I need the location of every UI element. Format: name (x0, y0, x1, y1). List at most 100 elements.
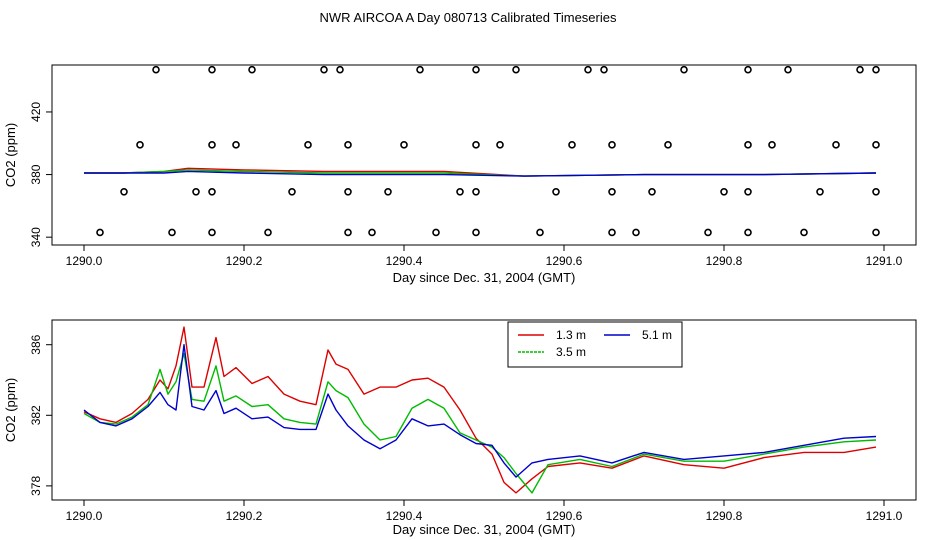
top-calibration-point (472, 65, 480, 74)
top-calibration-point (608, 141, 616, 149)
top-calibration-point (264, 228, 272, 237)
top-calibration-point (744, 141, 752, 149)
top-series-5-1-m-line (84, 170, 877, 177)
bottom-x-tick-label: 1291.0 (866, 509, 903, 523)
top-calibration-point (304, 141, 312, 149)
top-calibration-point (472, 228, 480, 237)
top-x-tick-label: 1290.4 (386, 254, 423, 268)
bottom-x-tick-label: 1290.4 (386, 509, 423, 523)
top-x-label: Day since Dec. 31, 2004 (GMT) (393, 270, 576, 285)
top-x-tick-label: 1290.2 (226, 254, 263, 268)
top-x-axis: 1290.0 1290.2 1290.4 1290.6 1290.8 1291.0 (66, 245, 903, 268)
bottom-x-tick-label: 1290.8 (706, 509, 743, 523)
top-calibration-point (168, 228, 176, 237)
top-calibration-point (816, 187, 824, 196)
bottom-plot-frame (51, 319, 917, 501)
top-calibration-point (344, 141, 352, 149)
bottom-x-axis: 1290.0 1290.2 1290.4 1290.6 1290.8 1291.0 (66, 500, 903, 523)
top-y-tick-label: 340 (29, 227, 43, 247)
legend-label-5-1m: 5.1 m (642, 328, 672, 342)
top-x-tick-label: 1290.6 (546, 254, 583, 268)
top-calibration-point (800, 228, 808, 237)
top-calibration-point (344, 228, 352, 237)
bottom-series-lines (83, 326, 877, 494)
top-calibration-point (208, 141, 216, 149)
top-calibration-point (472, 187, 480, 196)
top-calibration-point (784, 65, 792, 74)
top-panel: 1290.0 1290.2 1290.4 1290.6 1290.8 1291.0 340… (3, 64, 917, 285)
top-series-lines (84, 167, 877, 177)
top-calibration-point (496, 141, 504, 149)
bottom-panel: 1290.0 1290.2 1290.4 1290.6 1290.8 1291.0 378… (3, 319, 917, 537)
top-calibration-point (608, 187, 616, 196)
top-calibration-point (680, 65, 688, 74)
bottom-series-1-3-m-line (83, 326, 877, 494)
top-calibration-point (336, 65, 344, 74)
top-calibration-point (600, 65, 608, 74)
top-calibration-point (136, 141, 144, 149)
top-calibration-point (192, 187, 200, 196)
top-calibration-point (632, 228, 640, 237)
top-calibration-point (664, 141, 672, 149)
top-y-axis: 340 380 420 (29, 102, 52, 247)
top-calibration-point (416, 65, 424, 74)
top-calibration-point (552, 187, 560, 196)
top-calibration-point (232, 141, 240, 149)
top-y-tick-label: 420 (29, 102, 43, 122)
legend: 1.3 m 3.5 m 5.1 m (507, 321, 683, 368)
bottom-x-tick-label: 1290.0 (66, 509, 103, 523)
top-calibration-point (536, 228, 544, 237)
bottom-x-tick-label: 1290.2 (226, 509, 263, 523)
top-points (96, 65, 880, 237)
top-calibration-point (872, 187, 880, 196)
top-calibration-point (208, 228, 216, 237)
top-calibration-point (648, 187, 656, 196)
top-calibration-point (744, 187, 752, 196)
top-calibration-point (584, 65, 592, 74)
top-x-tick-label: 1291.0 (866, 254, 903, 268)
top-x-tick-label: 1290.0 (66, 254, 103, 268)
top-calibration-point (248, 65, 256, 74)
top-calibration-point (832, 141, 840, 149)
top-calibration-point (608, 228, 616, 237)
bottom-x-label: Day since Dec. 31, 2004 (GMT) (393, 522, 576, 537)
top-calibration-point (744, 65, 752, 74)
top-calibration-point (432, 228, 440, 237)
top-calibration-point (208, 187, 216, 196)
top-calibration-point (320, 65, 328, 74)
top-calibration-point (512, 65, 520, 74)
top-y-label: CO2 (ppm) (3, 123, 18, 187)
top-calibration-point (720, 187, 728, 196)
bottom-x-tick-label: 1290.6 (546, 509, 583, 523)
top-plot-frame (51, 64, 917, 246)
bottom-series-3-5-m-line (83, 352, 877, 494)
top-calibration-point (872, 228, 880, 237)
top-calibration-point (872, 65, 880, 74)
top-calibration-point (288, 187, 296, 196)
top-calibration-point (568, 141, 576, 149)
top-calibration-point (120, 187, 128, 196)
top-calibration-point (152, 65, 160, 74)
top-calibration-point (768, 141, 776, 149)
top-calibration-point (456, 187, 464, 196)
top-calibration-point (744, 228, 752, 237)
top-calibration-point (368, 228, 376, 237)
top-calibration-point (704, 228, 712, 237)
bottom-y-tick-label: 386 (29, 334, 43, 354)
top-calibration-point (384, 187, 392, 196)
figure-title: NWR AIRCOA A Day 080713 Calibrated Times… (320, 10, 617, 25)
top-calibration-point (344, 187, 352, 196)
bottom-series-5-1-m-line (83, 344, 877, 478)
top-calibration-point (400, 141, 408, 149)
top-calibration-point (872, 141, 880, 149)
bottom-y-tick-label: 382 (29, 405, 43, 425)
legend-label-1-3m: 1.3 m (556, 328, 586, 342)
top-calibration-point (96, 228, 104, 237)
top-calibration-point (472, 141, 480, 149)
bottom-y-axis: 378 382 386 (29, 334, 52, 496)
bottom-y-label: CO2 (ppm) (3, 378, 18, 442)
legend-box (507, 321, 683, 368)
top-y-tick-label: 380 (29, 164, 43, 184)
top-calibration-point (856, 65, 864, 74)
